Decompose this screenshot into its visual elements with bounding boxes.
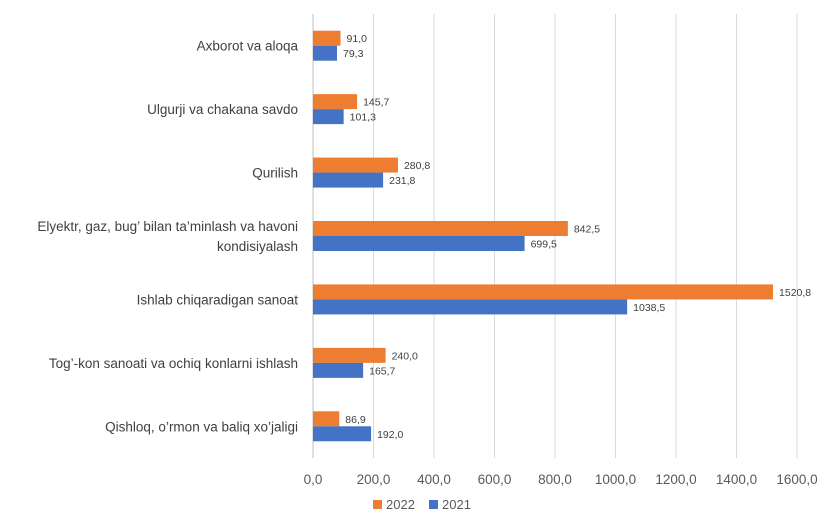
- data-label-2021: 101,3: [350, 112, 376, 124]
- x-tick-label: 400,0: [417, 472, 451, 487]
- bar-2022: [313, 347, 386, 363]
- bar-2021: [313, 426, 372, 442]
- category-label: Tog’-kon sanoati va ochiq konlarni ishla…: [49, 356, 298, 371]
- data-label-2021: 699,5: [531, 239, 557, 251]
- bar-2021: [313, 45, 337, 61]
- x-tick-label: 1000,0: [595, 472, 636, 487]
- x-tick-label: 0,0: [304, 472, 323, 487]
- category-label: Qurilish: [252, 166, 298, 181]
- data-label-2022: 280,8: [404, 160, 430, 172]
- category-label: Qishloq, o’rmon va baliq xo’jaligi: [105, 419, 298, 434]
- legend-label-2022: 2022: [386, 497, 415, 512]
- data-label-2022: 91,0: [347, 33, 368, 45]
- legend-swatch-2021: [429, 500, 438, 509]
- category-label: Axborot va aloqa: [197, 39, 299, 54]
- legend-label-2021: 2021: [442, 497, 471, 512]
- bar-2021: [313, 109, 344, 125]
- data-label-2021: 192,0: [377, 429, 403, 441]
- x-tick-label: 1400,0: [716, 472, 757, 487]
- data-label-2022: 240,0: [392, 350, 418, 362]
- x-tick-label: 1200,0: [655, 472, 696, 487]
- data-label-2022: 145,7: [363, 97, 389, 109]
- legend-swatch-2022: [373, 500, 382, 509]
- category-label: Ishlab chiqaradigan sanoat: [137, 292, 299, 307]
- bar-2022: [313, 284, 774, 300]
- category-label: kondisiyalash: [217, 239, 298, 254]
- data-label-2021: 231,8: [389, 175, 415, 187]
- bar-2021: [313, 299, 628, 315]
- data-label-2022: 1520,8: [779, 287, 811, 299]
- x-tick-label: 600,0: [478, 472, 512, 487]
- x-tick-label: 1600,0: [776, 472, 817, 487]
- category-label: Ulgurji va chakana savdo: [147, 102, 298, 117]
- data-label-2022: 842,5: [574, 224, 600, 236]
- bar-2022: [313, 94, 358, 110]
- bar-2022: [313, 221, 568, 236]
- data-label-2021: 79,3: [343, 48, 364, 60]
- category-label: Elyektr, gaz, bug’ bilan ta’minlash va h…: [37, 219, 298, 234]
- data-label-2021: 1038,5: [633, 302, 665, 314]
- data-label-2021: 165,7: [369, 365, 395, 377]
- bar-2022: [313, 157, 398, 173]
- bar-2021: [313, 362, 364, 378]
- x-tick-label: 200,0: [357, 472, 391, 487]
- bar-2022: [313, 30, 341, 46]
- bar-2021: [313, 236, 525, 251]
- x-tick-label: 800,0: [538, 472, 572, 487]
- data-label-2022: 86,9: [345, 414, 366, 426]
- bar-2022: [313, 411, 340, 427]
- bar-2021: [313, 172, 384, 188]
